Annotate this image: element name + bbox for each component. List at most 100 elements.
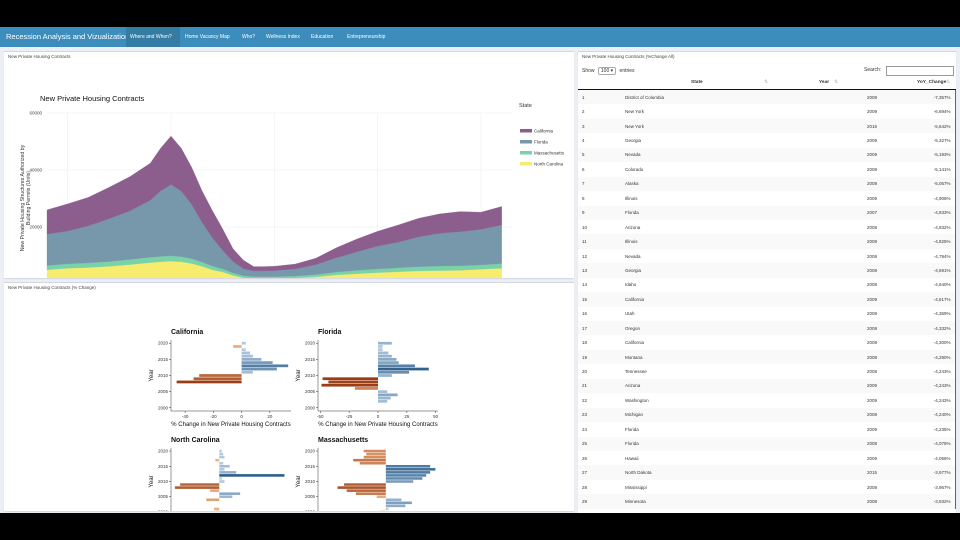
table-row[interactable]: 23 Michigan 2008 -4,240% — [578, 407, 956, 423]
bar-2013 — [385, 471, 431, 474]
legend-swatch-massachusetts — [520, 151, 532, 155]
y-axis-label: Year — [296, 475, 302, 487]
legend-label-massachusetts: Massachusetts — [534, 151, 565, 156]
area-chart: New Private Housing Contracts02000040000… — [20, 94, 565, 278]
row-index: 8 — [582, 195, 585, 201]
row-index: 15 — [578, 292, 621, 307]
year-cell: 2009 — [866, 397, 877, 403]
panel-title-florida: Florida — [318, 329, 341, 336]
table-row[interactable]: 3 New York 2016 -5,642% — [578, 118, 956, 134]
bar-2015 — [378, 357, 397, 361]
row-index: 29 — [578, 494, 621, 509]
table-row[interactable]: 10 Arizona 2008 -4,832% — [578, 219, 956, 235]
state-cell: Idaho — [625, 282, 637, 288]
table-row[interactable]: 9 Florida 2007 -4,833% — [578, 205, 956, 220]
bar-2012 — [219, 474, 285, 477]
y-tick-label: 2010 — [305, 373, 316, 378]
year-cell: 2008 — [811, 263, 881, 278]
tab-where-and-when[interactable]: Where and When? — [126, 27, 180, 47]
y-tick-label: 2005 — [305, 494, 316, 499]
table-row[interactable]: 1 District of Columbia 2008 -7,357% — [578, 90, 956, 105]
table-row[interactable]: 27 North Dakota 2015 -3,977% — [578, 465, 956, 480]
y-tick-label: 20000 — [29, 225, 42, 230]
year-cell: 2008 — [866, 253, 877, 259]
table-row[interactable]: 26 Hawaii 2009 -4,056% — [578, 450, 956, 466]
table-row[interactable]: 17 Oregon 2008 -4,332% — [578, 321, 956, 336]
table-row[interactable]: 19 Montana 2008 -4,290% — [578, 349, 956, 365]
year-cell: 2016 — [811, 118, 881, 134]
table-row[interactable]: 4 Georgia 2009 -5,327% — [578, 133, 956, 148]
table-row[interactable]: 8 Illinois 2009 -4,906% — [578, 191, 956, 206]
table-row[interactable]: 18 California 2008 -4,300% — [578, 335, 956, 350]
column-header-yoy-change[interactable]: YoY_Change — [917, 80, 947, 85]
year-cell: 2008 — [866, 369, 877, 375]
yoy-change-cell: -7,357% — [881, 90, 956, 105]
data-table: 1 District of Columbia 2008 -7,357% 2 New Yor… — [578, 90, 956, 509]
table-row[interactable]: 7 Alaska 2008 -5,057% — [578, 176, 956, 192]
bar-2009 — [193, 377, 242, 381]
state-cell: Nevada — [621, 147, 811, 163]
bar-2007 — [321, 383, 378, 387]
tab-who[interactable]: Who? — [242, 34, 256, 40]
y-tick-label: 2005 — [158, 494, 169, 499]
tab-entrepreneurship[interactable]: Entrepreneurship — [347, 34, 386, 40]
y-tick-label: 2020 — [158, 449, 169, 454]
table-row[interactable]: 11 Illinois 2008 -4,825% — [578, 234, 956, 249]
yoy-change-cell: -4,290% — [881, 349, 956, 365]
data-table-body: 1 District of Columbia 2008 -7,357% 2 New Yor… — [578, 90, 956, 509]
state-cell: Georgia — [621, 263, 811, 278]
table-row[interactable]: 16 Utah 2008 -4,369% — [578, 306, 956, 321]
table-row[interactable]: 12 Nevada 2008 -4,794% — [578, 248, 956, 264]
bar-2006 — [355, 492, 386, 495]
tab-wellness-index[interactable]: Wellness Index — [266, 34, 300, 40]
y-axis-label: Year — [149, 475, 155, 487]
table-row[interactable]: 6 Colorado 2008 -5,141% — [578, 162, 956, 177]
bar-2001 — [385, 507, 389, 511]
x-tick-label: 50 — [433, 414, 439, 419]
bar-2014 — [385, 468, 436, 471]
row-index: 7 — [578, 176, 621, 192]
sort-icon: ⇅ — [764, 80, 769, 85]
bar-2005 — [376, 495, 386, 499]
table-row[interactable]: 29 Minnesota 2008 -3,932% — [578, 494, 956, 509]
year-cell: 2009 — [866, 455, 877, 461]
legend-swatch-california — [520, 129, 532, 133]
row-index: 13 — [578, 263, 621, 278]
x-tick-label: 20 — [267, 414, 273, 419]
table-row[interactable]: 28 Mississippi 2008 -3,967% — [578, 479, 956, 495]
x-tick-label: -40 — [182, 414, 189, 419]
state-cell: Florida — [621, 436, 811, 451]
sort-icon: ⇅ — [834, 80, 839, 85]
table-row[interactable]: 22 Washington 2009 -4,243% — [578, 393, 956, 408]
table-row[interactable]: 15 California 2009 -4,617% — [578, 292, 956, 307]
table-row[interactable]: 14 Idaho 2008 -4,640% — [578, 277, 956, 293]
table-row[interactable]: 2 New York 2009 -6,694% — [578, 104, 956, 119]
table-row[interactable]: 5 Nevada 2009 -5,193% — [578, 147, 956, 163]
bar-2013 — [219, 471, 237, 474]
column-header-year[interactable]: Year — [819, 80, 830, 85]
header-divider — [578, 89, 956, 90]
table-row[interactable]: 20 Tennessee 2008 -4,243% — [578, 364, 956, 379]
entries-select[interactable]: 100 ▾ — [597, 67, 617, 75]
tab-education[interactable]: Education — [311, 34, 334, 40]
bar-2007 — [210, 489, 220, 492]
table-row[interactable]: 25 Florida 2008 -4,075% — [578, 436, 956, 451]
yoy-change-cell: -5,327% — [881, 133, 956, 148]
yoy-change-cell: -4,235% — [881, 422, 956, 437]
column-header-state[interactable]: State — [691, 80, 703, 85]
table-row[interactable]: 24 Florida 2009 -4,235% — [578, 422, 956, 437]
table-row[interactable]: 13 Georgia 2008 -4,691% — [578, 263, 956, 278]
state-cell: Nevada — [625, 253, 641, 259]
y-tick-label: 2020 — [158, 341, 169, 346]
x-axis-label: % Change in New Private Housing Contract… — [171, 422, 290, 428]
year-cell: 2008 — [811, 436, 881, 451]
state-cell: Colorado — [625, 166, 644, 172]
row-index: 16 — [582, 311, 588, 317]
search-input[interactable] — [886, 66, 954, 76]
table-row[interactable]: 21 Arizona 2009 -4,243% — [578, 378, 956, 394]
state-cell: Tennessee — [625, 369, 647, 375]
tab-home-vacancy-map[interactable]: Home Vacancy Map — [185, 34, 230, 40]
y-tick-label: 2010 — [158, 373, 169, 378]
state-cell: District of Columbia — [621, 90, 811, 105]
year-cell: 2008 — [866, 282, 877, 288]
